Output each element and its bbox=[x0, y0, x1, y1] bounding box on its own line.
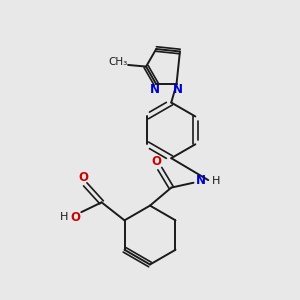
Text: O: O bbox=[78, 171, 88, 184]
Text: O: O bbox=[152, 155, 161, 168]
Text: O: O bbox=[71, 211, 81, 224]
Text: N: N bbox=[150, 83, 160, 96]
Text: H: H bbox=[60, 212, 68, 222]
Text: H: H bbox=[212, 176, 220, 186]
Text: CH₃: CH₃ bbox=[109, 57, 128, 67]
Text: N: N bbox=[173, 83, 183, 96]
Text: N: N bbox=[196, 174, 206, 187]
